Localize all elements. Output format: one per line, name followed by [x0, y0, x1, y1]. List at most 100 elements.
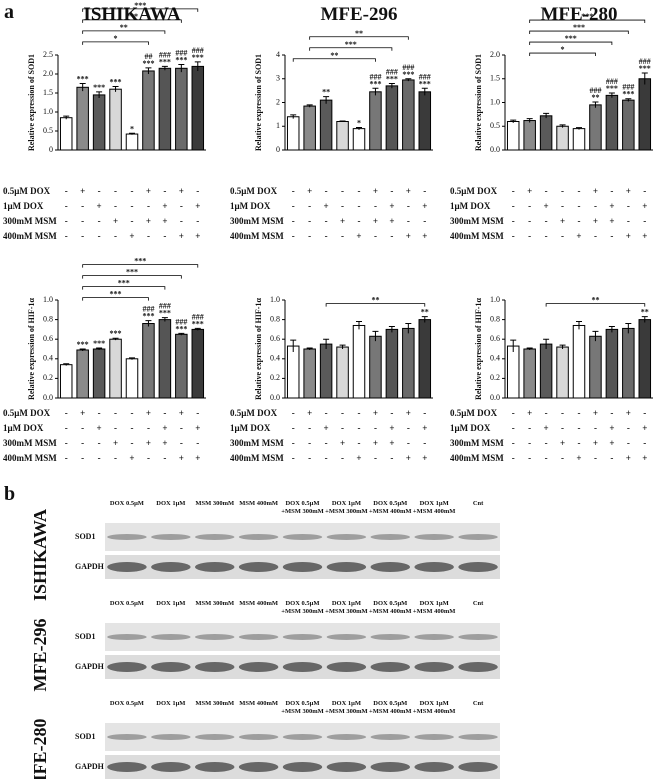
lane-label: DOX 0.5μM	[110, 600, 144, 607]
bracket-label: ***	[118, 279, 130, 288]
y-tick-label: 1	[276, 121, 280, 130]
condition-mark: -	[196, 216, 199, 226]
y-axis-label: Relative expression of HIF-1α	[474, 298, 483, 400]
error-bar	[543, 338, 550, 349]
bar	[125, 358, 139, 399]
error-bar	[161, 317, 168, 322]
condition-mark: +	[340, 438, 345, 448]
condition-mark: +	[593, 216, 598, 226]
bar	[142, 70, 155, 151]
bar	[402, 327, 415, 399]
condition-mark: +	[642, 423, 647, 433]
condition-mark: -	[627, 423, 630, 433]
bar	[605, 328, 619, 399]
y-tick-label: 0.6	[490, 334, 500, 343]
lane-label: Cnt	[473, 600, 484, 607]
bracket-label: ***	[134, 1, 146, 10]
blot-band	[194, 762, 235, 772]
condition-mark: -	[98, 186, 101, 196]
condition-mark: -	[81, 438, 84, 448]
condition-mark: -	[545, 186, 548, 196]
error-bar	[559, 124, 566, 128]
condition-mark: -	[610, 408, 613, 418]
significance-mark: ***	[93, 83, 105, 92]
y-tick-label: 2.0	[43, 69, 53, 78]
condition-mark: -	[374, 231, 377, 241]
significance-bracket	[309, 47, 393, 51]
condition-mark: -	[98, 438, 101, 448]
condition-mark: -	[578, 408, 581, 418]
condition-mark: +	[307, 186, 312, 196]
condition-mark: -	[180, 423, 183, 433]
error-bar	[339, 120, 346, 122]
condition-mark: +	[527, 408, 532, 418]
significance-mark: ***	[175, 56, 187, 65]
error-bar	[112, 337, 119, 341]
blot-band	[194, 562, 235, 572]
y-tick-label: 2	[276, 97, 280, 106]
condition-mark: -	[131, 438, 134, 448]
condition-mark: +	[642, 231, 647, 241]
condition-mark: -	[341, 201, 344, 211]
significance-mark: ***	[93, 339, 105, 348]
bar	[418, 319, 432, 399]
significance-bracket	[82, 19, 182, 23]
error-bar	[592, 101, 599, 108]
significance-mark: ###	[589, 86, 601, 95]
error-bar	[405, 323, 412, 334]
condition-mark: +	[593, 408, 598, 418]
condition-mark: -	[292, 186, 295, 196]
condition-mark: -	[81, 231, 84, 241]
condition-mark: +	[97, 201, 102, 211]
condition-mark: -	[65, 186, 68, 196]
significance-mark: ***	[192, 53, 204, 62]
condition-name: 300mM MSM	[230, 438, 284, 448]
bar	[352, 324, 366, 399]
condition-mark: +	[544, 201, 549, 211]
condition-mark: -	[163, 453, 166, 463]
significance-mark: ###	[622, 83, 634, 92]
bar	[191, 65, 205, 151]
condition-mark: -	[341, 408, 344, 418]
condition-mark: -	[643, 408, 646, 418]
condition-mark: +	[609, 201, 614, 211]
condition-mark: -	[325, 186, 328, 196]
condition-mark: -	[528, 453, 531, 463]
bracket-label: *	[114, 34, 118, 43]
error-bar	[372, 87, 379, 96]
bar	[319, 343, 333, 399]
y-tick-label: 0.0	[270, 393, 280, 402]
y-tick-label: 0.6	[43, 334, 53, 343]
condition-mark: -	[325, 231, 328, 241]
bar	[523, 348, 536, 399]
protein-label: SOD1	[75, 732, 95, 741]
condition-mark: -	[292, 408, 295, 418]
blot-band	[326, 734, 367, 740]
condition-name: 400mM MSM	[3, 231, 57, 241]
condition-mark: -	[594, 201, 597, 211]
condition-mark: +	[146, 408, 151, 418]
blot-band	[282, 562, 323, 572]
condition-mark: +	[527, 186, 532, 196]
bar	[556, 125, 569, 151]
condition-mark: +	[179, 186, 184, 196]
blot-band	[151, 562, 191, 572]
condition-mark: -	[308, 216, 311, 226]
error-bar	[576, 321, 582, 330]
condition-mark: -	[578, 201, 581, 211]
blot-band	[282, 662, 323, 672]
condition-mark: -	[512, 423, 515, 433]
condition-mark: -	[325, 438, 328, 448]
bar	[125, 133, 139, 151]
condition-mark: +	[422, 201, 427, 211]
bar	[556, 346, 569, 399]
y-tick-label: 1.0	[43, 107, 53, 116]
condition-mark: +	[162, 423, 167, 433]
error-bar	[178, 64, 185, 73]
blot-band	[458, 762, 498, 772]
condition-mark: -	[358, 408, 361, 418]
lane-label: Cnt	[473, 500, 484, 507]
y-axis-label: Relative expression of HIF-1α	[254, 298, 263, 400]
error-bar	[79, 83, 86, 92]
